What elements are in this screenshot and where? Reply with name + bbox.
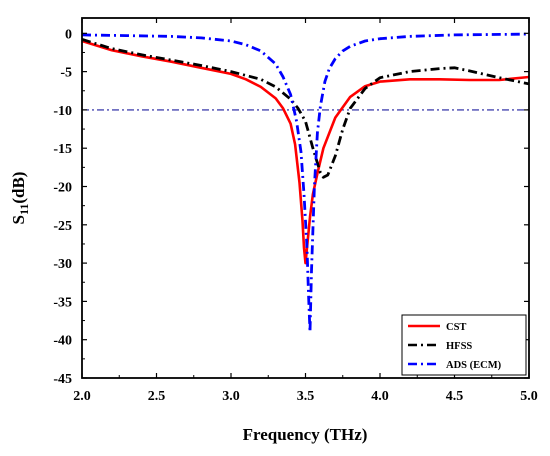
x-tick-label: 5.0 (520, 389, 538, 404)
legend: CST HFSS ADS (ECM) (401, 314, 527, 376)
x-axis-title: Frequency (THz) (243, 425, 368, 444)
x-tick-label: 3.0 (222, 389, 240, 404)
x-tick-label: 2.5 (148, 389, 166, 404)
y-tick-label: -5 (60, 66, 72, 81)
legend-label: CST (446, 322, 466, 333)
x-tick-label: 3.5 (297, 389, 315, 404)
y-tick-label: -15 (53, 142, 72, 157)
legend-label: HFSS (446, 341, 472, 352)
y-tick-label: -20 (53, 181, 72, 196)
y-tick-label: -25 (53, 219, 72, 234)
y-axis-title: S11(dB) (9, 172, 31, 225)
series-line-cst (82, 39, 529, 265)
legend-label: ADS (ECM) (446, 360, 502, 371)
y-tick-label: -30 (53, 257, 72, 272)
y-tick-label: -45 (53, 372, 72, 387)
y-tick-label: -35 (53, 295, 72, 310)
series-line-hfss (82, 38, 529, 179)
x-tick-label: 2.0 (73, 389, 91, 404)
y-tick-label: -40 (53, 334, 72, 349)
y-tick-label: 0 (65, 27, 72, 42)
x-tick-label: 4.0 (371, 389, 389, 404)
x-tick-label: 4.5 (446, 389, 464, 404)
y-tick-label: -10 (53, 104, 72, 119)
